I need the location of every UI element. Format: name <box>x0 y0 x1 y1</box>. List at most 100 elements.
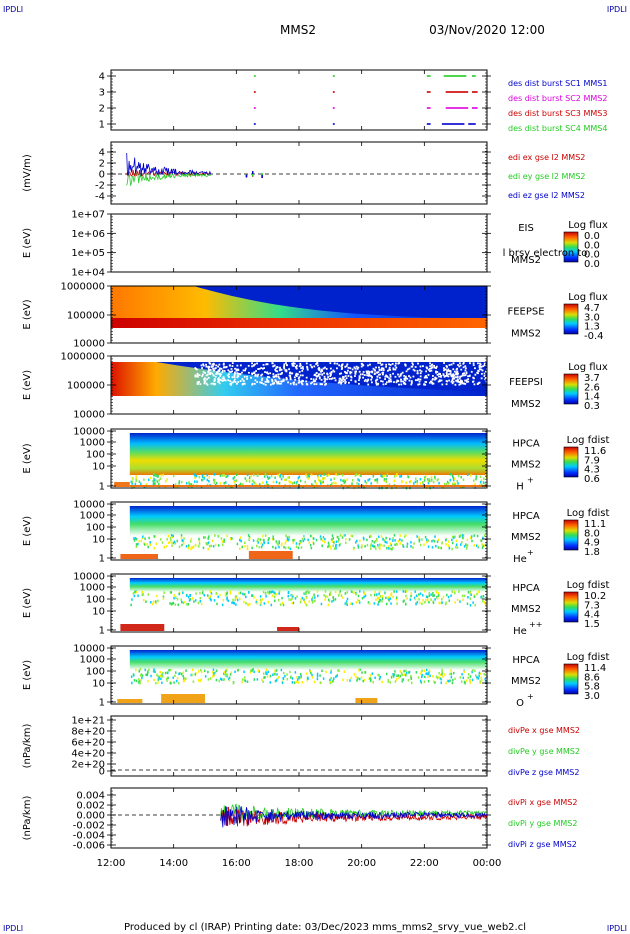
noise-speck <box>388 377 391 380</box>
spectrogram-speck <box>450 669 452 672</box>
spectrogram-speck <box>252 668 254 671</box>
spectrogram-speck <box>253 596 255 599</box>
spectrogram-speck <box>449 672 451 676</box>
spectrogram-speck <box>259 538 262 541</box>
noise-speck <box>274 368 277 371</box>
spectrogram-speck <box>278 541 280 545</box>
noise-speck <box>381 380 384 383</box>
noise-speck <box>211 372 214 375</box>
spectrogram-speck <box>154 670 156 674</box>
y-axis-label: (nPa/km) <box>22 724 33 769</box>
spectrogram-speck <box>470 593 472 596</box>
noise-speck <box>394 362 397 365</box>
spectrogram-speck <box>338 669 340 672</box>
noise-speck <box>395 366 398 369</box>
spectrogram-speck <box>284 674 286 678</box>
noise-speck <box>426 376 428 379</box>
spectrogram-speck <box>293 481 296 485</box>
spectrogram-speck <box>354 474 357 477</box>
spectrogram-speck <box>246 545 249 548</box>
spectrogram-speck <box>409 674 412 678</box>
colorbar-tick-label: 7.3 <box>584 600 600 611</box>
spectrogram-speck <box>380 543 382 547</box>
noise-speck <box>419 369 421 372</box>
spectrogram-speck <box>208 479 210 483</box>
spectrogram-speck <box>258 545 261 549</box>
noise-speck <box>313 380 315 383</box>
spectrogram-speck <box>426 478 429 481</box>
noise-speck <box>266 376 269 378</box>
spectrogram-speck <box>469 592 471 595</box>
noise-speck <box>253 382 256 385</box>
colorbar <box>563 303 579 335</box>
spectrogram-speck <box>473 479 475 482</box>
spectrogram-speck <box>181 543 183 547</box>
noise-speck <box>292 363 294 366</box>
y-tick-label: 10 <box>92 462 105 473</box>
spectrogram-speck <box>346 597 349 601</box>
noise-speck <box>266 371 269 374</box>
colorbar-tick-label: 3.0 <box>584 312 600 323</box>
spectrogram-speck <box>278 540 280 543</box>
noise-speck <box>442 374 445 376</box>
spectrogram-speck <box>370 534 373 538</box>
spectrogram-speck <box>198 542 201 545</box>
noise-speck <box>213 379 216 381</box>
spectrogram-speck <box>158 482 160 486</box>
spectrogram-speck <box>266 475 269 479</box>
edi-point <box>245 174 248 178</box>
noise-speck <box>341 363 344 366</box>
colorbar-tick-label: 5.8 <box>584 682 600 693</box>
noise-speck <box>456 376 459 379</box>
spectrogram-speck <box>306 590 309 593</box>
noise-speck <box>214 367 217 369</box>
spectrogram-speck <box>428 594 431 597</box>
spectrogram-speck <box>246 602 249 606</box>
noise-speck <box>208 368 210 371</box>
spectrogram-speck <box>425 538 428 541</box>
y-tick-label: 10000 <box>73 644 105 655</box>
noise-speck <box>201 367 204 369</box>
spectrogram-speck <box>476 592 478 596</box>
spectrogram-speck <box>214 534 216 537</box>
noise-speck <box>424 383 427 386</box>
spectrogram-speck <box>312 486 315 489</box>
spectrogram-speck <box>375 537 378 541</box>
spectrogram-speck <box>149 541 151 544</box>
noise-speck <box>292 383 295 386</box>
noise-speck <box>361 373 364 376</box>
spectrogram-speck <box>162 595 165 598</box>
y-tick-label: -2 <box>95 181 105 192</box>
species-label: He <box>513 626 527 637</box>
spectrogram-speck <box>392 546 394 550</box>
noise-speck <box>411 365 414 368</box>
spectrogram-speck <box>440 601 442 605</box>
spectrogram-speck <box>359 539 361 542</box>
noise-speck <box>329 367 332 370</box>
noise-speck <box>256 381 259 383</box>
noise-speck <box>445 371 448 374</box>
spectrogram-speck <box>324 590 327 593</box>
colorbar <box>563 663 579 695</box>
spectrogram-speck <box>461 672 463 676</box>
noise-speck <box>432 382 435 385</box>
spectrogram-speck <box>342 479 344 483</box>
spectrogram-speck <box>339 534 342 537</box>
noise-speck <box>367 383 370 386</box>
spectrogram-speck <box>307 538 309 542</box>
colorbar-tick-label: 3.7 <box>584 373 600 384</box>
burst-marker <box>471 91 478 93</box>
spectrogram-speck <box>248 478 251 481</box>
spectrogram-speck <box>234 595 237 599</box>
spectrogram-speck <box>137 594 139 598</box>
noise-speck <box>228 370 231 373</box>
spectrogram-speck <box>459 600 461 603</box>
spectrogram-speck <box>287 591 290 594</box>
spectrogram-speck <box>224 481 227 484</box>
noise-speck <box>300 367 303 370</box>
spectrogram-speck <box>223 672 225 675</box>
spectrogram-speck <box>409 480 411 484</box>
spectrogram-speck <box>264 676 266 679</box>
spectrogram-speck <box>191 668 194 672</box>
spectrogram-speck <box>428 600 430 604</box>
